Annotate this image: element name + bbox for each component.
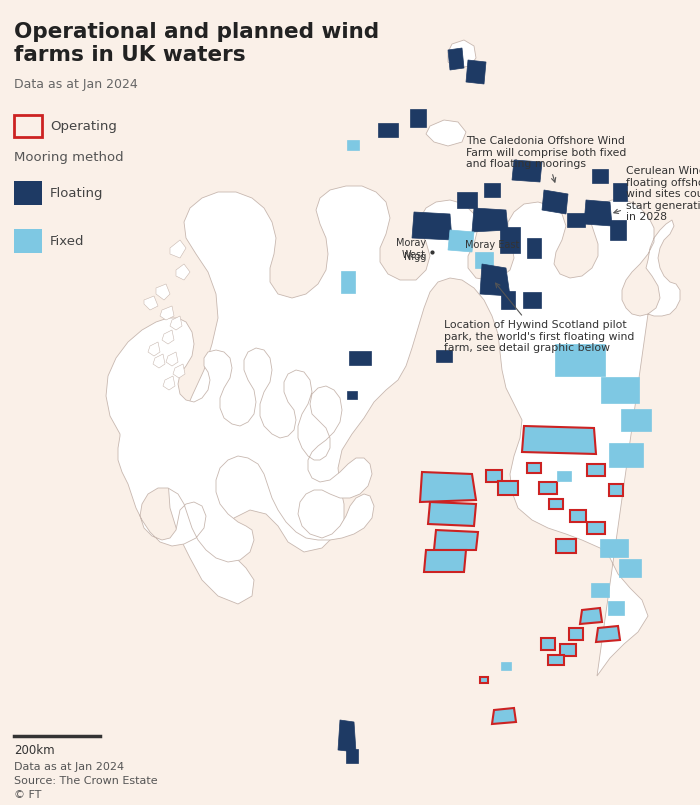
Bar [523, 292, 541, 308]
Polygon shape [472, 208, 508, 232]
Polygon shape [153, 354, 165, 368]
Polygon shape [412, 212, 452, 240]
Polygon shape [173, 364, 185, 378]
Polygon shape [156, 284, 170, 300]
Text: The Caledonia Offshore Wind
Farm will comprise both fixed
and floating moorings: The Caledonia Offshore Wind Farm will co… [466, 136, 626, 182]
Text: 200km: 200km [14, 744, 55, 757]
Polygon shape [466, 60, 486, 84]
Bar [587, 522, 605, 534]
Bar [14, 229, 42, 253]
Bar [601, 377, 639, 403]
Polygon shape [426, 120, 466, 146]
Bar [609, 484, 623, 496]
Polygon shape [170, 316, 182, 330]
Bar [541, 638, 555, 650]
Bar [555, 344, 605, 376]
Bar [341, 271, 355, 293]
Polygon shape [162, 330, 174, 344]
Bar [619, 559, 641, 577]
Bar [527, 463, 541, 473]
Polygon shape [448, 48, 464, 70]
Polygon shape [596, 626, 620, 642]
Bar [610, 220, 626, 240]
Bar [570, 510, 586, 522]
Bar [14, 115, 42, 137]
Text: Operating: Operating [50, 119, 117, 133]
Bar [567, 213, 585, 227]
Bar [592, 169, 608, 183]
Polygon shape [424, 550, 466, 572]
Polygon shape [512, 160, 542, 182]
Polygon shape [144, 296, 158, 310]
Polygon shape [428, 502, 476, 526]
Bar [475, 252, 493, 268]
Polygon shape [580, 608, 602, 624]
Bar [347, 140, 359, 150]
Polygon shape [448, 230, 474, 252]
Polygon shape [166, 352, 178, 366]
Polygon shape [338, 720, 356, 752]
Bar [560, 644, 576, 656]
Polygon shape [542, 190, 568, 214]
Bar [569, 628, 583, 640]
Polygon shape [163, 376, 175, 390]
Polygon shape [176, 264, 190, 280]
Polygon shape [148, 342, 160, 356]
Bar [539, 482, 557, 494]
Polygon shape [492, 708, 516, 724]
Bar [556, 539, 576, 553]
Text: Moray
West: Moray West [396, 238, 426, 259]
Bar [486, 470, 502, 482]
Bar [527, 238, 541, 258]
Bar [613, 183, 627, 201]
Bar [480, 677, 488, 683]
Text: Operational and planned wind
farms in UK waters: Operational and planned wind farms in UK… [14, 22, 379, 65]
Polygon shape [170, 240, 186, 258]
Bar [347, 391, 357, 399]
Text: Data as at Jan 2024: Data as at Jan 2024 [14, 762, 124, 772]
Bar [501, 662, 511, 670]
Polygon shape [480, 264, 510, 296]
Text: Fixed: Fixed [50, 234, 85, 247]
Bar [14, 181, 42, 205]
Bar [500, 227, 520, 253]
Polygon shape [106, 318, 374, 562]
Text: Location of Hywind Scotland pilot
park, the world's first floating wind
farm, se: Location of Hywind Scotland pilot park, … [444, 283, 634, 353]
Bar [549, 499, 563, 509]
Text: Cerulean Winds
floating offshore
wind sites could
start generating
in 2028: Cerulean Winds floating offshore wind si… [614, 166, 700, 222]
Polygon shape [434, 530, 478, 550]
Bar [484, 183, 500, 197]
Bar [621, 409, 651, 431]
Bar [457, 192, 477, 208]
Bar [609, 443, 643, 467]
Bar [501, 291, 515, 309]
Text: Moray East: Moray East [465, 240, 519, 250]
Text: Floating: Floating [50, 187, 104, 200]
Bar [591, 583, 609, 597]
Bar [548, 655, 564, 665]
Bar [600, 539, 628, 557]
Bar [557, 471, 571, 481]
Bar [436, 350, 452, 362]
Bar [498, 481, 518, 495]
Bar [349, 351, 371, 365]
Polygon shape [584, 200, 612, 226]
Polygon shape [448, 40, 476, 68]
Text: © FT: © FT [14, 790, 41, 800]
Polygon shape [168, 186, 680, 676]
Bar [378, 123, 398, 137]
Bar [410, 109, 426, 127]
Bar [587, 464, 605, 476]
Text: Data as at Jan 2024: Data as at Jan 2024 [14, 78, 138, 91]
Polygon shape [420, 472, 476, 502]
Text: Mooring method: Mooring method [14, 151, 124, 164]
Text: Source: The Crown Estate: Source: The Crown Estate [14, 776, 158, 786]
Bar [346, 749, 358, 763]
Polygon shape [160, 306, 174, 320]
Bar [608, 601, 624, 615]
Polygon shape [522, 426, 596, 454]
Text: Nigg: Nigg [404, 252, 426, 262]
